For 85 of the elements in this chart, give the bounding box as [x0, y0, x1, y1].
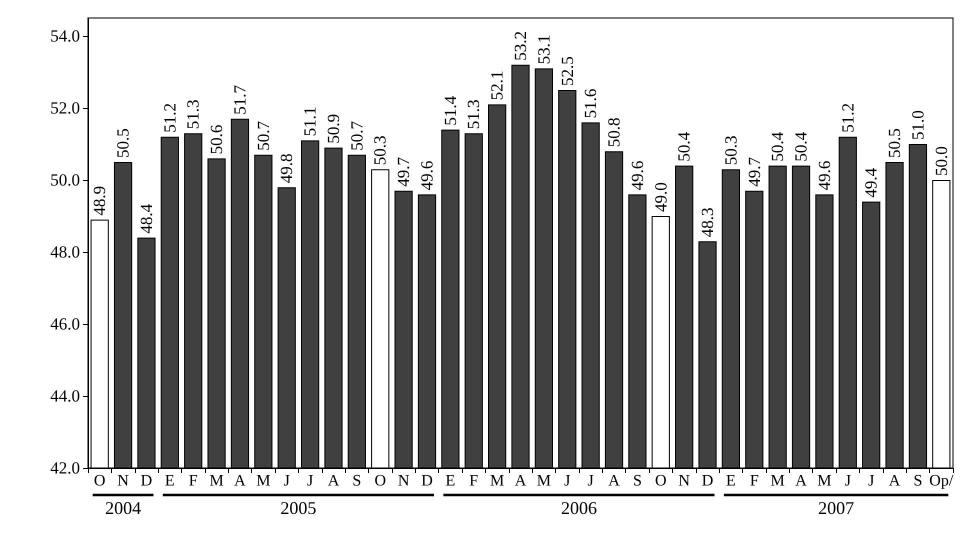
text: 2004 — [105, 498, 142, 518]
data-label: 50.9 — [324, 114, 343, 144]
x-tick-label: M — [209, 472, 224, 490]
data-label: 51.6 — [581, 88, 600, 118]
x-tick-label: A — [795, 472, 808, 490]
x-tick-label: S — [352, 472, 362, 490]
x-tick-label: M — [536, 472, 551, 490]
data-label: 49.0 — [651, 182, 670, 212]
x-tick-label: J — [284, 472, 290, 490]
x-tick-label: F — [750, 472, 759, 490]
data-label: 48.4 — [136, 203, 156, 234]
x-tick-label: F — [188, 472, 198, 490]
y-tick-label: 54.0 — [50, 26, 80, 46]
x-tick-label: S — [913, 472, 922, 490]
data-label: 51.1 — [300, 106, 320, 136]
x-tick-label: J — [564, 472, 570, 490]
data-label: 50.4 — [674, 131, 694, 162]
y-tick-label: 42.0 — [50, 458, 80, 478]
x-tick-label: A — [234, 472, 246, 490]
x-tick-label: A — [608, 472, 620, 490]
x-tick-label: M — [817, 472, 832, 490]
x-tick-label: M — [256, 472, 270, 490]
data-label: 51.3 — [184, 99, 203, 130]
data-label: 50.4 — [768, 131, 788, 162]
data-label: 51.2 — [160, 103, 180, 133]
x-tick-label: Op/ — [929, 472, 954, 490]
data-label: 49.7 — [744, 156, 764, 187]
text: 2006 — [560, 498, 597, 518]
y-tick-label: 46.0 — [50, 314, 80, 334]
x-tick-label: M — [770, 472, 785, 490]
data-label: 50.3 — [370, 135, 390, 166]
data-label: 51.4 — [440, 95, 460, 126]
data-label: 49.4 — [862, 167, 881, 198]
data-label: 50.0 — [932, 146, 951, 176]
x-tick-label: N — [398, 472, 410, 490]
x-tick-label: N — [117, 472, 130, 490]
data-label: 49.7 — [394, 156, 414, 187]
y-tick-label: 52.0 — [50, 98, 80, 118]
data-label: 51.0 — [908, 110, 928, 140]
x-tick-label: D — [421, 472, 433, 490]
x-tick-label: O — [374, 472, 386, 490]
x-tick-label: A — [514, 472, 527, 490]
data-label: 49.6 — [417, 160, 436, 190]
data-label: 52.5 — [558, 56, 577, 86]
data-label: 50.4 — [792, 131, 811, 162]
x-tick-label: J — [306, 472, 314, 490]
x-tick-label: N — [678, 472, 690, 490]
y-tick-label: 50.0 — [50, 170, 80, 190]
text: 2005 — [280, 498, 316, 518]
x-tick-label: O — [94, 472, 106, 490]
x-tick-label: A — [888, 472, 901, 490]
data-label: 50.7 — [254, 120, 273, 151]
data-label: 52.1 — [488, 70, 507, 100]
y-tick-label: 48.0 — [50, 242, 80, 262]
x-tick-label: M — [490, 472, 504, 490]
data-label: 50.8 — [604, 117, 624, 148]
data-label: 50.7 — [347, 120, 366, 151]
data-label: 53.2 — [511, 31, 530, 61]
x-tick-label: D — [140, 472, 152, 490]
data-label: 50.6 — [207, 124, 226, 154]
data-label: 51.2 — [838, 103, 858, 133]
x-tick-label: A — [328, 472, 340, 490]
data-label: 49.6 — [814, 160, 834, 190]
x-tick-label: E — [726, 472, 736, 490]
x-tick-label: O — [654, 472, 667, 490]
x-tick-label: S — [632, 472, 642, 490]
data-label: 51.7 — [230, 84, 250, 115]
data-label: 50.5 — [114, 128, 133, 158]
x-tick-label: E — [445, 472, 456, 490]
x-tick-label: J — [588, 472, 594, 490]
data-label: 48.3 — [698, 207, 718, 238]
x-tick-label: J — [844, 472, 851, 490]
x-tick-label: F — [469, 472, 478, 490]
x-tick-label: D — [702, 472, 714, 490]
data-label: 49.6 — [628, 160, 647, 190]
x-tick-label: E — [164, 472, 175, 490]
data-label: 48.9 — [90, 186, 110, 216]
data-label: 50.3 — [721, 135, 740, 166]
data-label: 49.8 — [277, 153, 296, 184]
x-tick-label: J — [868, 472, 874, 490]
data-label: 50.5 — [885, 128, 904, 158]
text: 2007 — [818, 498, 854, 518]
data-label: 53.1 — [534, 34, 554, 64]
y-tick-label: 44.0 — [50, 386, 80, 406]
data-label: 51.3 — [464, 99, 484, 130]
